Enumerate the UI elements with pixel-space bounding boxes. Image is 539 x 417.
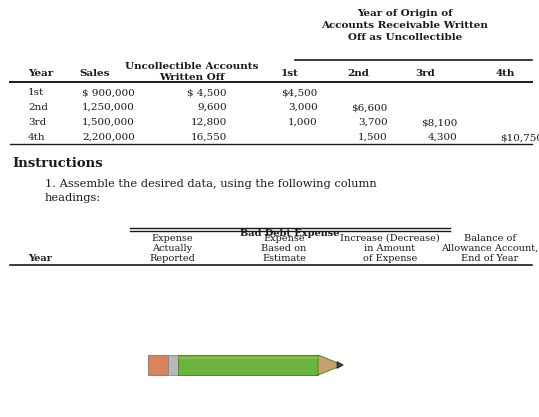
Text: of Expense: of Expense xyxy=(363,254,417,263)
Text: 4,300: 4,300 xyxy=(427,133,457,142)
Text: 3rd: 3rd xyxy=(415,69,435,78)
Text: 1. Assemble the desired data, using the following column
headings:: 1. Assemble the desired data, using the … xyxy=(45,179,377,203)
Text: Balance of: Balance of xyxy=(464,234,516,243)
Text: Uncollectible Accounts
Written Off: Uncollectible Accounts Written Off xyxy=(125,62,259,82)
Text: $4,500: $4,500 xyxy=(281,88,318,97)
Text: Estimate: Estimate xyxy=(262,254,306,263)
Text: 1st: 1st xyxy=(281,69,299,78)
Text: Actually: Actually xyxy=(152,244,192,253)
Text: Reported: Reported xyxy=(149,254,195,263)
Polygon shape xyxy=(337,362,343,369)
Text: 2nd: 2nd xyxy=(347,69,369,78)
Text: 1,500: 1,500 xyxy=(358,133,388,142)
Text: Sales: Sales xyxy=(80,69,110,78)
Text: Expense: Expense xyxy=(151,234,193,243)
Bar xyxy=(178,355,318,375)
Text: 9,600: 9,600 xyxy=(197,103,227,112)
Text: 1,500,000: 1,500,000 xyxy=(82,118,135,127)
Text: 12,800: 12,800 xyxy=(191,118,227,127)
Text: 2nd: 2nd xyxy=(28,103,48,112)
Text: 3,000: 3,000 xyxy=(288,103,318,112)
Text: 16,550: 16,550 xyxy=(191,133,227,142)
Text: End of Year: End of Year xyxy=(461,254,519,263)
Text: Year: Year xyxy=(28,254,52,263)
Bar xyxy=(168,355,178,375)
Text: in Amount: in Amount xyxy=(364,244,416,253)
Text: 1,000: 1,000 xyxy=(288,118,318,127)
Text: Allowance Account,: Allowance Account, xyxy=(441,244,538,253)
Text: $ 4,500: $ 4,500 xyxy=(188,88,227,97)
Text: $8,100: $8,100 xyxy=(420,118,457,127)
Text: 1,250,000: 1,250,000 xyxy=(82,103,135,112)
Text: Based on: Based on xyxy=(261,244,307,253)
Text: $6,600: $6,600 xyxy=(351,103,388,112)
Text: $10,750: $10,750 xyxy=(500,133,539,142)
Text: 1st: 1st xyxy=(28,88,44,97)
Text: 4th: 4th xyxy=(495,69,515,78)
Text: 3rd: 3rd xyxy=(28,118,46,127)
Text: 2,200,000: 2,200,000 xyxy=(82,133,135,142)
Text: 4th: 4th xyxy=(28,133,46,142)
Text: 3,700: 3,700 xyxy=(358,118,388,127)
Text: Increase (Decrease): Increase (Decrease) xyxy=(340,234,440,243)
Text: Year: Year xyxy=(28,69,53,78)
Text: Instructions: Instructions xyxy=(12,157,102,170)
Text: Bad Debt Expense: Bad Debt Expense xyxy=(240,229,340,238)
Polygon shape xyxy=(318,355,343,375)
Text: Year of Origin of
Accounts Receivable Written
Off as Uncollectible: Year of Origin of Accounts Receivable Wr… xyxy=(322,9,488,42)
Text: $ 900,000: $ 900,000 xyxy=(82,88,135,97)
Text: Expense: Expense xyxy=(263,234,305,243)
Bar xyxy=(148,355,168,375)
